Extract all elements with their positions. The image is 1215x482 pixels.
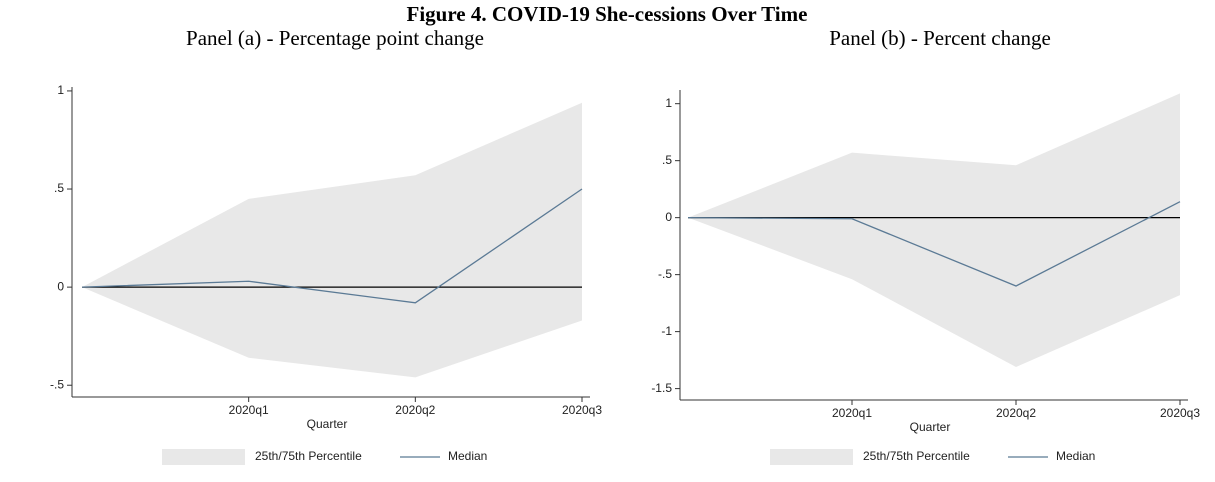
percentile-band: [688, 93, 1180, 367]
panel-title: Panel (b) - Percent change: [829, 26, 1051, 50]
legend-label: Median: [1056, 449, 1095, 463]
x-axis-label: Quarter: [307, 417, 348, 431]
percentile-band: [82, 102, 582, 378]
x-tick-label: 2020q1: [229, 403, 269, 417]
y-tick-label: -.5: [50, 377, 64, 391]
legend-label: 25th/75th Percentile: [863, 449, 970, 463]
x-tick-label: 2020q2: [395, 403, 435, 417]
y-tick-label: -.5: [658, 267, 672, 281]
y-tick-label: -1.5: [651, 381, 672, 395]
legend-label: 25th/75th Percentile: [255, 449, 362, 463]
median-line: [81, 188, 583, 304]
y-tick-label: .5: [662, 153, 672, 167]
figure-title: Figure 4. COVID-19 She-cessions Over Tim…: [407, 2, 808, 26]
x-tick-label: 2020q3: [562, 403, 602, 417]
y-tick-label: .5: [54, 181, 64, 195]
y-tick-label: 1: [665, 96, 672, 110]
x-tick-label: 2020q2: [996, 406, 1036, 420]
legend-band-swatch: [770, 449, 853, 465]
legend-label: Median: [448, 449, 487, 463]
x-tick-label: 2020q1: [832, 406, 872, 420]
x-axis-label: Quarter: [910, 420, 951, 434]
y-tick-label: -1: [661, 324, 672, 338]
median-line: [687, 201, 1181, 287]
y-tick-label: 0: [57, 279, 64, 293]
panel-title: Panel (a) - Percentage point change: [186, 26, 484, 50]
y-tick-label: 1: [57, 83, 64, 97]
y-tick-label: 0: [665, 210, 672, 224]
legend-band-swatch: [162, 449, 245, 465]
x-tick-label: 2020q3: [1160, 406, 1200, 420]
